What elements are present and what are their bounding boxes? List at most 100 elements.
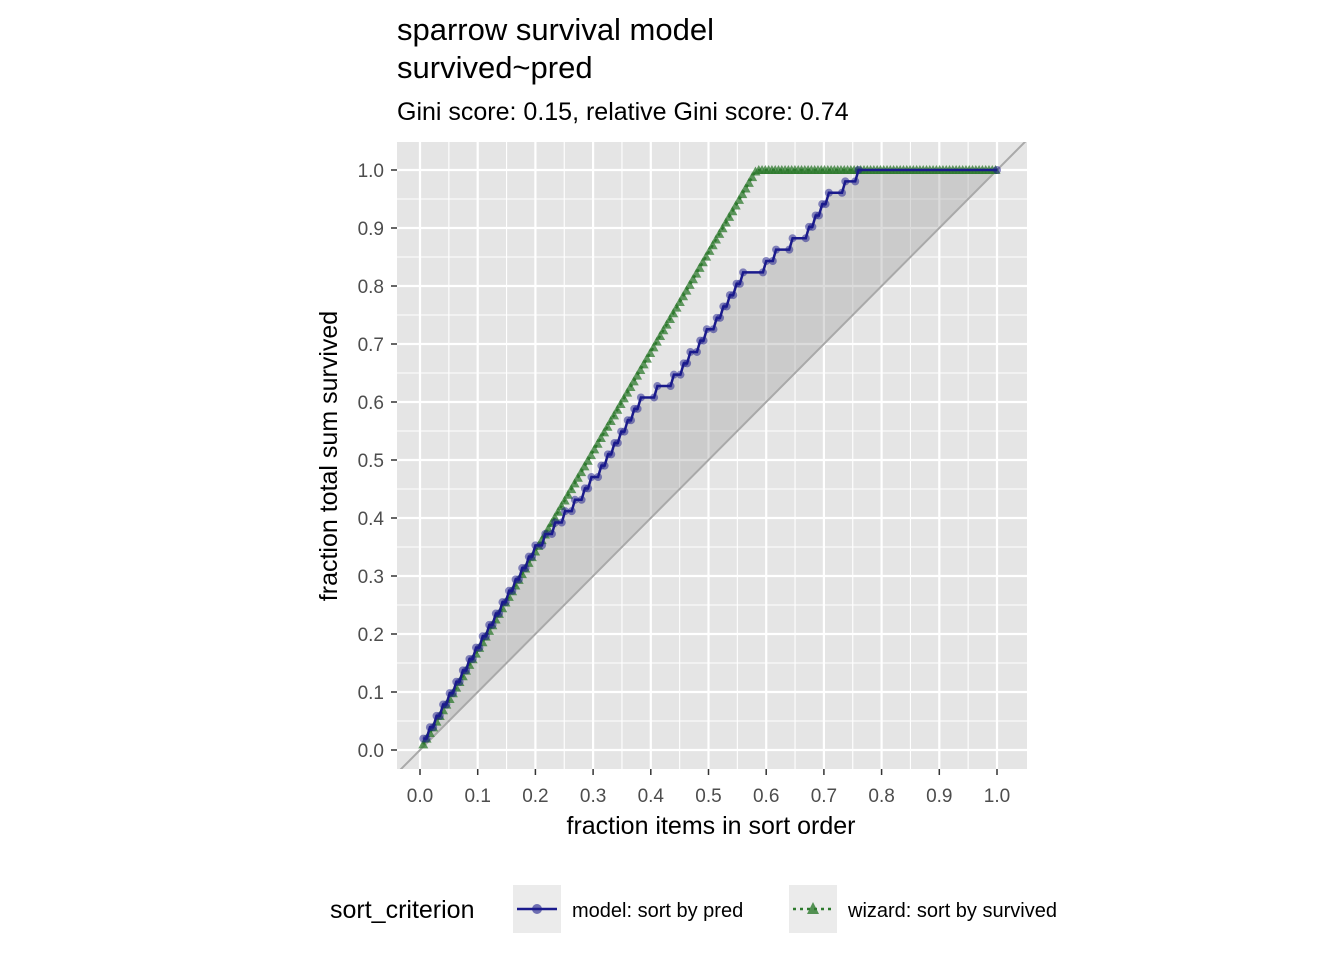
wizard-point [724,211,735,221]
model-point [768,257,777,266]
wizard-point [664,313,675,323]
wizard-point [651,336,662,346]
chart-title-line-1: sparrow survival model [397,12,714,47]
model-point [448,689,457,698]
model-point [442,700,451,709]
wizard-point [589,444,600,454]
model-point [567,507,576,516]
model-point [772,245,781,254]
wizard-point [743,177,754,187]
model-point [702,325,711,334]
wizard-point [681,285,692,295]
x-tick-label: 0.9 [926,786,952,807]
model-point [636,393,645,402]
x-tick-label: 0.6 [753,786,779,807]
model-point [762,257,771,266]
x-tick-label: 1.0 [984,786,1010,807]
model-point [801,234,810,243]
model-point [739,268,748,277]
wizard-point [687,274,698,284]
wizard-point [553,506,564,516]
model-point [422,734,431,743]
wizard-point [671,302,682,312]
model-point [551,518,560,527]
wizard-point [691,268,702,278]
wizard-point [622,387,633,397]
wizard-point [645,347,656,357]
wizard-point [566,484,577,494]
wizard-point [605,416,616,426]
wizard-point [612,404,623,414]
wizard-point [418,739,429,749]
model-point [468,654,477,663]
wizard-point [701,251,712,261]
model-point [537,541,546,550]
wizard-point [632,370,643,380]
wizard-point [694,262,705,272]
wizard-point [720,217,731,227]
wizard-point [586,450,597,460]
wizard-point [674,296,685,306]
y-tick-label: 0.9 [358,219,384,240]
model-point [508,586,517,595]
model-point [838,188,847,197]
legend-label-wizard: wizard: sort by survived [847,900,1057,922]
wizard-point [697,257,708,267]
model-point [594,473,603,482]
model-point [455,677,464,686]
model-point [683,359,692,368]
wizard-point [734,194,745,204]
wizard-point [592,438,603,448]
wizard-point [730,200,741,210]
model-point [729,291,738,300]
y-tick-label: 0.1 [358,683,384,704]
model-point [501,598,510,607]
model-point [475,643,484,652]
reference-diagonal [399,142,1027,769]
model-point [633,404,642,413]
y-tick-label: 0.2 [358,625,384,646]
x-tick-label: 0.3 [580,786,606,807]
y-axis-title: fraction total sum survived [315,311,343,601]
model-point [821,200,830,209]
x-tick-label: 0.2 [522,786,548,807]
model-point [531,541,540,550]
model-point [587,473,596,482]
wizard-point [711,234,722,244]
y-tick-label: 0.5 [358,451,384,472]
model-point [854,166,863,174]
model-point [488,620,497,629]
model-point [686,347,695,356]
x-tick-label: 0.5 [695,786,721,807]
model-point [514,575,523,584]
wizard-point [648,342,659,352]
x-tick-label: 0.7 [811,786,837,807]
y-tick-label: 1.0 [358,161,384,182]
model-point [676,370,685,379]
wizard-point [582,455,593,465]
model-point [666,382,675,391]
x-tick-label: 0.0 [407,786,433,807]
wizard-point [661,319,672,329]
legend-label-model: model: sort by pred [572,900,743,922]
wizard-point [707,240,718,250]
wizard-point [658,325,669,335]
wizard-point [602,421,613,431]
model-point [785,245,794,254]
model-point [788,234,797,243]
wizard-point [609,410,620,420]
wizard-point [668,308,679,318]
model-point [429,723,438,732]
model-point [692,347,701,356]
wizard-point [628,376,639,386]
wizard-point [635,365,646,374]
model-point [735,279,744,288]
model-point [851,177,860,186]
model-point [653,382,662,391]
model-point [758,268,767,277]
wizard-point [572,472,583,482]
model-point [557,518,566,527]
y-tick-label: 0.4 [358,509,385,530]
model-point [716,313,725,322]
